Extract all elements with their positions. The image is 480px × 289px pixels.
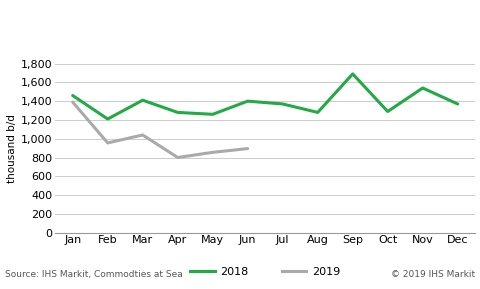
Legend: 2018, 2019: 2018, 2019 (186, 262, 345, 281)
Text: Source: IHS Markit, Commodties at Sea: Source: IHS Markit, Commodties at Sea (5, 270, 182, 279)
Text: © 2019 IHS Markit: © 2019 IHS Markit (391, 270, 475, 279)
Y-axis label: thousand b/d: thousand b/d (7, 114, 17, 183)
Text: Venezuelan Crude Oil  Shipments: Venezuelan Crude Oil Shipments (5, 11, 290, 26)
